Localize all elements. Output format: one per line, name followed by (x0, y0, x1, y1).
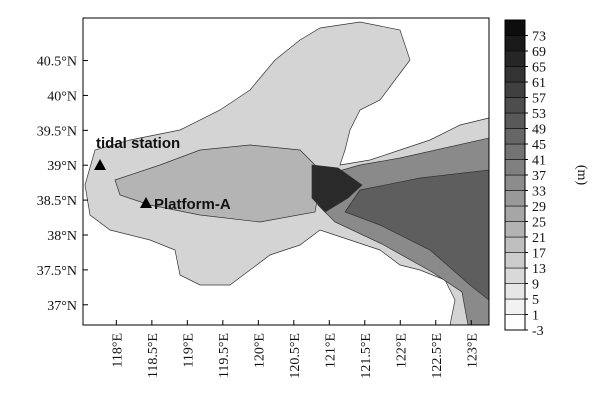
colorbar-tick-label: 25 (532, 216, 546, 231)
colorbar-tick-label: 5 (532, 293, 539, 308)
x-tick-label: 123°E (465, 333, 480, 368)
colorbar-swatch (504, 128, 526, 145)
x-tick-label: 120°E (252, 333, 267, 368)
colorbar-tick-label: 29 (532, 200, 546, 215)
colorbar-tick-label: -3 (532, 324, 544, 339)
y-tick-label: 40.5°N (37, 55, 77, 70)
tidal-station-marker (94, 159, 106, 170)
bathymetry (83, 18, 490, 326)
colorbar-tick-label: 49 (532, 123, 546, 138)
plot-frame (82, 17, 490, 326)
colorbar-label: (m) (574, 165, 589, 186)
y-tick-label: 40°N (47, 89, 77, 104)
x-tick-label: 119°E (181, 333, 196, 368)
x-tick-label: 122°E (394, 333, 409, 368)
colorbar-tick-label: 37 (532, 169, 546, 184)
colorbar-tick-label: 57 (532, 92, 546, 107)
x-tick-label: 121°E (323, 333, 338, 368)
colorbar-swatch (504, 174, 526, 191)
colorbar-frame (504, 19, 526, 331)
colorbar-tick-label: 21 (532, 231, 546, 246)
x-tick-label: 118.5°E (146, 333, 161, 378)
sea-deeper (344, 169, 490, 301)
strait-channel (311, 164, 363, 213)
colorbar-swatch (504, 97, 526, 114)
colorbar-swatch (504, 205, 526, 222)
colorbar-tick-label: 69 (532, 45, 546, 60)
colorbar-tick-label: 13 (532, 262, 546, 277)
y-tick-label: 39°N (47, 159, 77, 174)
x-tick-label: 122.5°E (430, 333, 445, 379)
colorbar-swatch (504, 143, 526, 160)
annotation: Platform-A (154, 196, 231, 213)
y-tick-label: 39.5°N (37, 124, 77, 139)
y-tick-label: 38.5°N (37, 194, 77, 209)
colorbar-swatch (504, 112, 526, 129)
colorbar-swatch (504, 50, 526, 67)
axes: 118°E 118.5°E 119°E 119.5°E 120°E 120.5°E 121°… (37, 55, 480, 379)
x-tick-label: 118°E (110, 333, 125, 368)
y-tick-label: 37.5°N (37, 264, 77, 279)
y-tick-label: 38°N (47, 229, 77, 244)
colorbar-tick-label: 65 (532, 61, 546, 76)
y-tick-label: 37°N (47, 299, 77, 314)
colorbar-swatch (504, 35, 526, 52)
x-tick-label: 120.5°E (288, 333, 303, 379)
colorbar-tick-label: 61 (532, 76, 546, 91)
colorbar-swatch (504, 159, 526, 176)
colorbar-swatch (504, 66, 526, 83)
colorbar-swatch (504, 252, 526, 269)
colorbar-tick-label: 73 (532, 30, 546, 45)
colorbar-swatch (504, 221, 526, 238)
annotation: tidal station (96, 135, 180, 152)
colorbar-swatch (504, 81, 526, 98)
colorbar-swatch (504, 298, 526, 315)
colorbar-tick-label: 1 (532, 309, 539, 324)
platform-marker (140, 197, 152, 208)
x-tick-label: 119.5°E (217, 333, 232, 378)
x-tick-label: 121.5°E (359, 333, 374, 379)
colorbar-swatch (504, 190, 526, 207)
colorbar-swatch (504, 236, 526, 253)
colorbar-tick-label: 33 (532, 185, 546, 200)
colorbar-tick-label: 9 (532, 278, 539, 293)
colorbar-swatch (504, 283, 526, 300)
colorbar-swatch (504, 19, 526, 36)
colorbar-tick-label: 53 (532, 107, 546, 122)
colorbar-swatch (504, 314, 526, 331)
colorbar-tick-label: 17 (532, 247, 546, 262)
colorbar-tick-label: 45 (532, 138, 546, 153)
colorbar-swatch (504, 267, 526, 284)
colorbar-tick-label: 41 (532, 154, 546, 169)
